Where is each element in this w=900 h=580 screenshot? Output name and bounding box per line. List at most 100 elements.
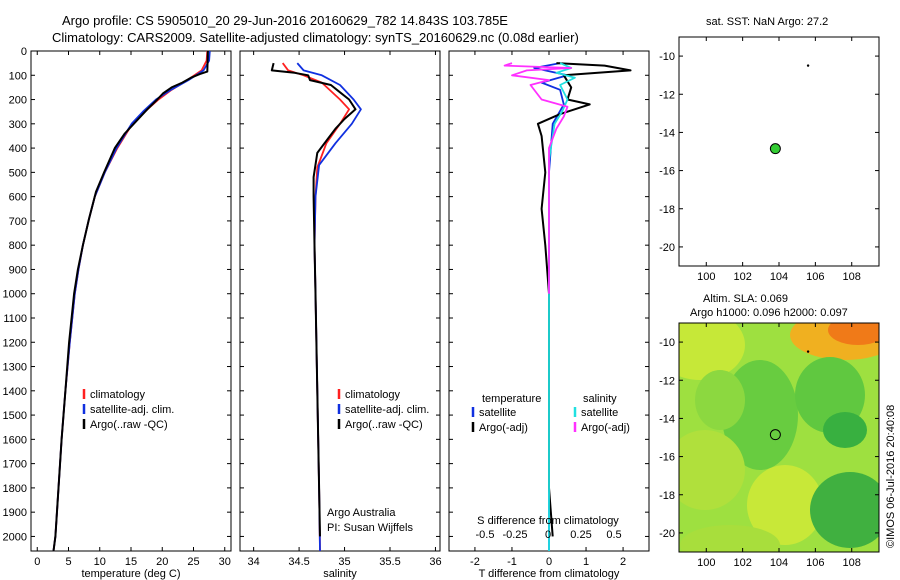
map-x-tick-label: 100: [697, 557, 715, 569]
depth-tick-label: 1700: [3, 459, 27, 471]
x-axis-label: temperature (deg C): [81, 568, 180, 580]
map-y-tick-label: -16: [659, 452, 675, 464]
x-tick-label: 2: [620, 556, 626, 568]
map-x-tick-label: 106: [806, 271, 824, 283]
salinity-axes: [239, 50, 441, 552]
x-tick-label: 0: [34, 556, 40, 568]
depth-tick-label: 600: [9, 192, 27, 204]
x-tick-label: 34: [248, 556, 260, 568]
x-tick-label: -1: [507, 556, 517, 568]
x-axis-label: T difference from climatology: [479, 568, 620, 580]
map-y-tick-label: -20: [659, 528, 675, 540]
series-line-2: [270, 62, 357, 537]
depth-tick-label: 1100: [3, 313, 27, 325]
map-x-tick-label: 100: [697, 271, 715, 283]
map-x-tick-label: 102: [733, 271, 751, 283]
legend-label: satellite-adj. clim.: [90, 404, 174, 416]
sla-heatmap: [679, 323, 879, 552]
depth-tick-label: 300: [9, 119, 27, 131]
sla-title-line-1: Altim. SLA: 0.069: [703, 293, 788, 305]
x-tick-label: 15: [125, 556, 137, 568]
provider-label: Argo Australia: [327, 507, 396, 519]
x-tick-label: 5: [65, 556, 71, 568]
map-y-tick-label: -10: [659, 337, 675, 349]
depth-tick-label: 900: [9, 264, 27, 276]
argo-position-marker: [769, 143, 781, 155]
map-y-tick-label: -16: [659, 166, 675, 178]
x-tick-label: 35.5: [379, 556, 400, 568]
map-x-tick-label: 102: [733, 557, 751, 569]
s-tick-label: 0: [545, 529, 551, 541]
legend-title: salinity: [583, 393, 617, 405]
map-x-tick-label: 104: [770, 557, 788, 569]
depth-tick-label: 2000: [3, 531, 27, 543]
map-y-tick-label: -14: [659, 413, 675, 425]
depth-tick-label: 200: [9, 95, 27, 107]
depth-tick-label: 1900: [3, 507, 27, 519]
series-line-0: [533, 62, 569, 551]
x-tick-label: 20: [156, 556, 168, 568]
x-tick-label: 25: [187, 556, 199, 568]
depth-tick-label: 500: [9, 167, 27, 179]
x-axis-label: salinity: [323, 568, 357, 580]
depth-tick-label: 1000: [3, 289, 27, 301]
map-y-tick-label: -18: [659, 204, 675, 216]
map-y-tick-label: -12: [659, 375, 675, 387]
s-axis-label: S difference from climatology: [477, 515, 619, 527]
map-x-tick-label: 106: [806, 557, 824, 569]
map-y-tick-label: -14: [659, 127, 675, 139]
map-y-tick-label: -12: [659, 89, 675, 101]
x-tick-label: 10: [94, 556, 106, 568]
depth-tick-label: 0: [21, 46, 27, 58]
s-tick-label: 0.5: [606, 529, 621, 541]
x-tick-label: -2: [470, 556, 480, 568]
map-x-tick-label: 108: [843, 271, 861, 283]
legend-label: Argo(-adj): [479, 422, 528, 434]
depth-tick-label: 100: [9, 70, 27, 82]
x-tick-label: 35: [338, 556, 350, 568]
depth-tick-label: 1500: [3, 410, 27, 422]
map-y-tick-label: -20: [659, 242, 675, 254]
legend-title: temperature: [482, 393, 541, 405]
series-line-3: [503, 62, 573, 294]
legend-label: satellite: [581, 407, 618, 419]
legend-label: satellite: [479, 407, 516, 419]
x-tick-label: 34.5: [288, 556, 309, 568]
x-tick-label: 0: [546, 556, 552, 568]
header-line-1: Argo profile: CS 5905010_20 29-Jun-2016 …: [62, 13, 508, 28]
depth-tick-label: 1400: [3, 386, 27, 398]
legend-label: climatology: [345, 389, 401, 401]
legend-label: Argo(-adj): [581, 422, 630, 434]
s-tick-label: -0.25: [502, 529, 527, 541]
s-tick-label: 0.25: [570, 529, 591, 541]
legend-label: satellite-adj. clim.: [345, 404, 429, 416]
island-dot: [806, 350, 810, 353]
map-x-tick-label: 104: [770, 271, 788, 283]
argo-position-marker: [769, 429, 781, 441]
x-tick-label: 36: [429, 556, 441, 568]
depth-tick-label: 1800: [3, 483, 27, 495]
sla-title-line-2: Argo h1000: 0.096 h2000: 0.097: [690, 307, 848, 319]
pi-label: PI: Susan Wijffels: [327, 522, 413, 534]
island-dot: [806, 64, 810, 67]
legend-label: Argo(..raw -QC): [90, 419, 168, 431]
depth-tick-label: 1600: [3, 434, 27, 446]
map-y-tick-label: -10: [659, 51, 675, 63]
map-y-tick-label: -18: [659, 490, 675, 502]
depth-tick-label: 1200: [3, 337, 27, 349]
x-tick-label: 1: [583, 556, 589, 568]
legend-label: Argo(..raw -QC): [345, 419, 423, 431]
depth-tick-label: 1300: [3, 362, 27, 374]
depth-tick-label: 800: [9, 240, 27, 252]
header-line-2: Climatology: CARS2009. Satellite-adjuste…: [52, 30, 579, 45]
depth-tick-label: 700: [9, 216, 27, 228]
credit-text: ©IMOS 06-Jul-2016 20:40:08: [885, 405, 897, 548]
series-line-2: [52, 50, 209, 552]
sst-map-title: sat. SST: NaN Argo: 27.2: [706, 16, 828, 28]
depth-tick-label: 400: [9, 143, 27, 155]
s-tick-label: -0.5: [476, 529, 495, 541]
map-x-tick-label: 108: [843, 557, 861, 569]
legend-label: climatology: [90, 389, 146, 401]
x-tick-label: 30: [219, 556, 231, 568]
